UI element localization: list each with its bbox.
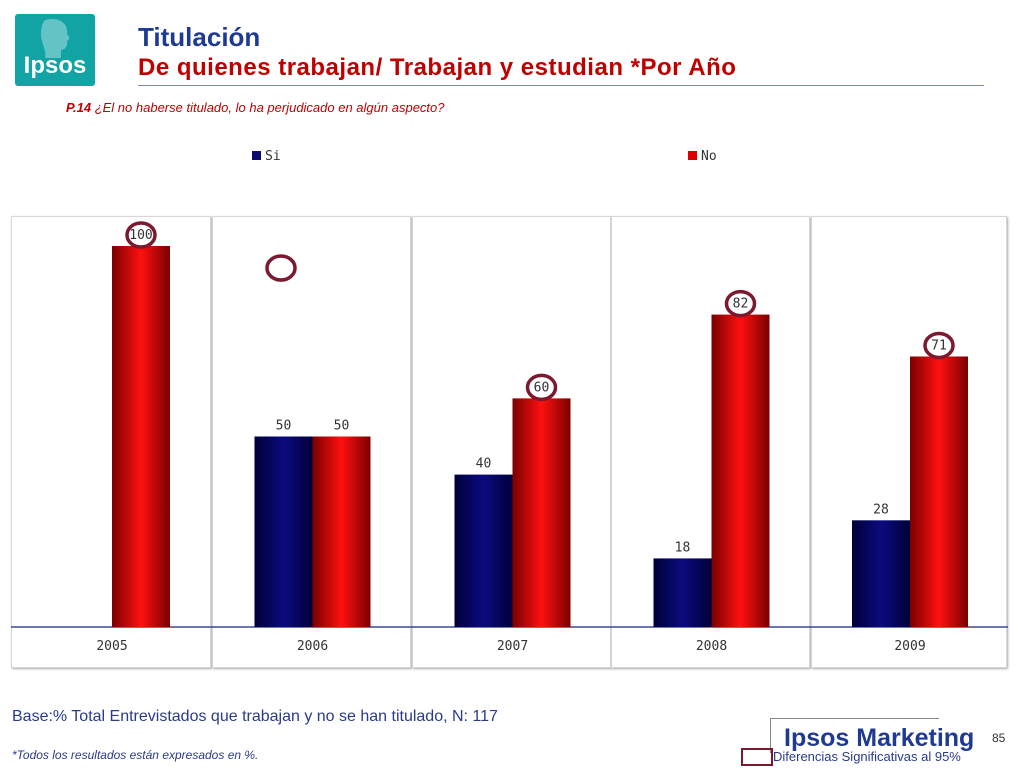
data-label: 28	[873, 502, 889, 517]
x-tick-label: 2008	[696, 639, 727, 654]
legend-label-si: Si	[265, 149, 281, 164]
data-label: 71	[931, 338, 947, 353]
question-text: ¿El no haberse titulado, lo ha perjudica…	[91, 100, 445, 115]
ipsos-logo: Ipsos	[15, 14, 95, 86]
bar-no-2005	[112, 246, 170, 627]
x-tick-label: 2009	[894, 639, 925, 654]
bar-si-2007	[454, 474, 513, 627]
significance-marker	[525, 373, 558, 402]
page-subtitle: De quienes trabajan/ Trabajan y estudian…	[138, 54, 737, 81]
bar-no-2006	[312, 436, 371, 627]
page-title: Titulación	[138, 22, 261, 52]
x-tick-label: 2006	[297, 639, 328, 654]
bar-si-2006	[254, 436, 313, 627]
data-label: 50	[276, 419, 292, 434]
profile-head-icon	[41, 18, 70, 58]
chart-panel-2005	[11, 216, 211, 668]
title-divider	[138, 85, 984, 86]
significance-legend-box	[741, 748, 773, 766]
significance-marker	[923, 331, 955, 360]
bar-no-2009	[910, 356, 968, 627]
legend-swatch-si	[252, 151, 261, 160]
data-label: 18	[675, 540, 691, 555]
x-tick-label: 2007	[497, 639, 528, 654]
data-label: 82	[733, 297, 749, 312]
significance-marker	[265, 254, 297, 282]
data-label: 50	[334, 419, 350, 434]
bar-no-2008	[711, 314, 770, 627]
brand-name: Ipsos Marketing	[784, 724, 975, 752]
legend-label-no: No	[701, 149, 717, 164]
page-number: 85	[992, 731, 1006, 745]
legend-swatch-no	[688, 151, 697, 160]
x-tick-label: 2005	[96, 639, 127, 654]
bar-si-2009	[852, 520, 910, 627]
results-footnote: *Todos los resultados están expresados e…	[12, 748, 259, 762]
question: P.14 ¿El no haberse titulado, lo ha perj…	[66, 100, 445, 115]
logo-text: Ipsos	[23, 52, 87, 79]
significance-marker	[724, 289, 757, 318]
significance-marker	[125, 221, 157, 249]
bar-no-2007	[512, 398, 571, 627]
question-code: P.14	[66, 100, 92, 115]
brand-box	[770, 718, 939, 753]
bar-si-2008	[653, 558, 712, 627]
data-label: 60	[534, 380, 550, 395]
data-label: 40	[476, 457, 492, 472]
significance-legend-label: Diferencias Significativas al 95%	[773, 749, 961, 764]
base-note: Base:% Total Entrevistados que trabajan …	[12, 708, 498, 725]
chart-panel-2007	[412, 216, 611, 668]
legend-item-no: No	[688, 149, 717, 164]
legend-item-si: Si	[252, 149, 281, 164]
data-label: 100	[129, 228, 152, 243]
